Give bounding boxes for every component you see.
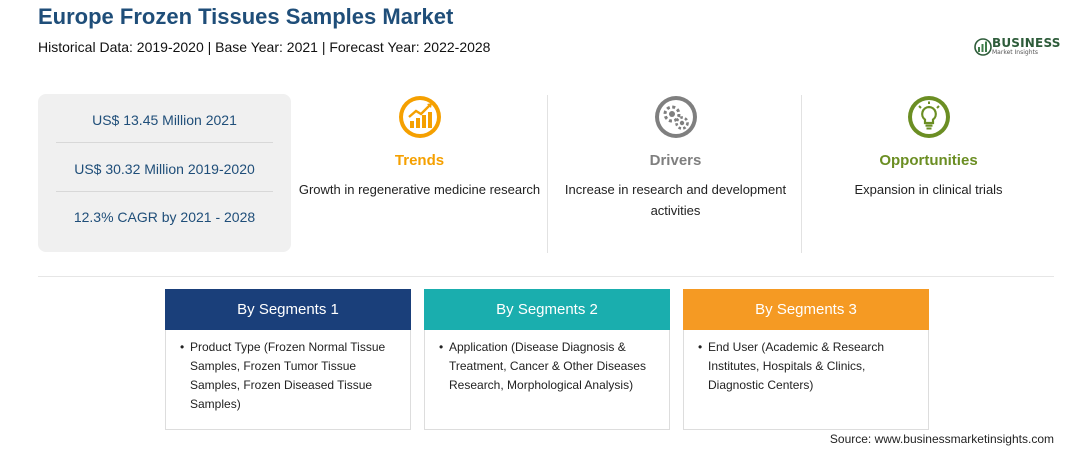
trends-column: Trends Growth in regenerative medicine r… [297,94,542,200]
page-title: Europe Frozen Tissues Samples Market [38,4,454,29]
trends-text: Growth in regenerative medicine research [298,182,541,197]
column-divider [547,95,548,253]
segment-2-text: Application (Disease Diagnosis & Treatme… [449,340,646,392]
lightbulb-icon [907,96,950,138]
opportunities-column: Opportunities Expansion in clinical tria… [806,94,1051,200]
drivers-column: Drivers Increase in research and develop… [553,94,798,221]
section-divider [38,276,1054,277]
segment-card-3: By Segments 3 • End User (Academic & Res… [683,289,929,430]
drivers-text: Increase in research and development act… [564,182,787,218]
segment-3-text: End User (Academic & Research Institutes… [708,340,885,392]
segment-2-title: By Segments 2 [424,289,670,330]
key-stats-panel: US$ 13.45 Million 2021 US$ 30.32 Million… [38,94,291,252]
source-note: Source: www.businessmarketinsights.com [829,432,1054,446]
opportunities-heading: Opportunities [879,152,978,169]
segment-card-2: By Segments 2 • Application (Disease Dia… [424,289,670,430]
globe-icon [974,38,992,56]
segment-1-title: By Segments 1 [165,289,411,330]
segment-1-text: Product Type (Frozen Normal Tissue Sampl… [190,340,386,411]
page-subtitle: Historical Data: 2019-2020 | Base Year: … [38,39,491,55]
segment-3-title: By Segments 3 [683,289,929,330]
business-market-insights-logo: BUSINESS Market Insights [973,35,1063,61]
bullet-icon: • [439,340,444,354]
bullet-icon: • [180,340,185,354]
segment-card-1: By Segments 1 • Product Type (Frozen Nor… [165,289,411,430]
logo-word: BUSINESS [992,36,1061,50]
drivers-heading: Drivers [649,152,702,169]
chart-up-icon [398,96,441,138]
gears-icon [654,96,697,138]
stat-cagr: 12.3% CAGR by 2021 - 2028 [73,209,256,225]
stat-market-size-historical: US$ 30.32 Million 2019-2020 [74,161,255,177]
logo-subtext: Market Insights [992,49,1038,56]
opportunities-text: Expansion in clinical trials [854,182,1003,197]
bullet-icon: • [698,340,703,354]
trends-heading: Trends [394,152,445,169]
stat-divider [56,191,273,192]
stat-divider [56,142,273,143]
stat-market-size-2021: US$ 13.45 Million 2021 [92,112,237,128]
column-divider [801,95,802,253]
